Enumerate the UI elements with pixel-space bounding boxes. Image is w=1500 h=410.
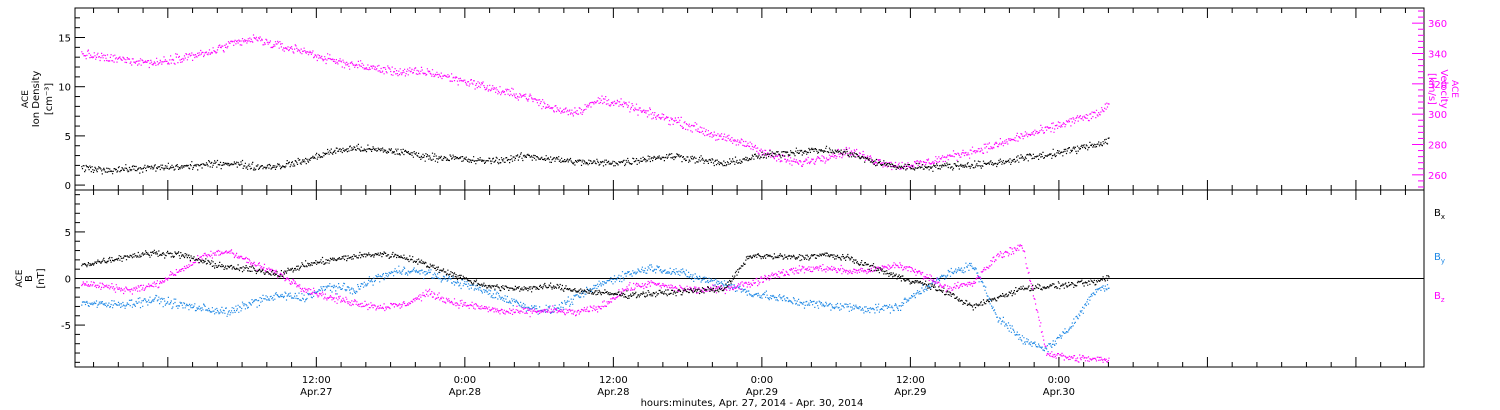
- density-series: [81, 137, 1110, 175]
- legend-bx: Bx: [1434, 208, 1445, 221]
- velocity-tick-label: 280: [1428, 141, 1447, 152]
- density-axis-title-line3: [cm⁻³]: [44, 83, 55, 115]
- velocity-tick-label: 340: [1428, 50, 1447, 61]
- velocity-axis-title-line1: ACE: [1449, 80, 1459, 98]
- x-tick-time-label: 0:00: [751, 375, 773, 386]
- time-axis: 12:00Apr.270:00Apr.2812:00Apr.280:00Apr.…: [93, 8, 1406, 398]
- bz-series: [81, 244, 1110, 363]
- x-tick-date-label: Apr.27: [300, 387, 332, 398]
- density-tick-label: 5: [65, 132, 71, 143]
- density-axis-title-line2: Ion Density: [31, 71, 42, 128]
- axis-labels: hours:minutes, Apr. 27, 2014 - Apr. 30, …: [641, 398, 864, 409]
- x-axis-label: hours:minutes, Apr. 27, 2014 - Apr. 30, …: [641, 398, 864, 409]
- legend-subscript: y: [1441, 257, 1445, 265]
- velocity-axis-title-line2: Velocity: [1438, 69, 1449, 108]
- b-tick-label: 0: [65, 275, 71, 286]
- x-tick-date-label: Apr.30: [1043, 387, 1075, 398]
- legend-bz: Bz: [1434, 291, 1445, 304]
- legend-subscript: x: [1441, 213, 1445, 221]
- velocity-axis-title-line3: [km/s]: [1426, 73, 1437, 105]
- velocity-tick-label: 300: [1428, 110, 1447, 121]
- top-panel-frame: [74, 7, 1425, 191]
- x-tick-time-label: 0:00: [454, 375, 476, 386]
- density-tick-label: 15: [58, 34, 71, 45]
- x-tick-time-label: 12:00: [302, 375, 331, 386]
- b-tick-label: 5: [65, 228, 71, 239]
- b-axis-title-line3: [nT]: [36, 268, 47, 288]
- density-axis-title: ACE Ion Density [cm⁻³]: [21, 71, 55, 128]
- x-tick-time-label: 12:00: [896, 375, 925, 386]
- b-axis-title-line1: ACE: [15, 269, 25, 287]
- velocity-tick-label: 320: [1428, 80, 1447, 91]
- legend-by: By: [1434, 252, 1445, 265]
- density-tick-label: 0: [65, 181, 71, 192]
- legend-label: B: [1434, 208, 1441, 219]
- legend-label: B: [1434, 291, 1441, 302]
- x-tick-date-label: Apr.29: [746, 387, 778, 398]
- velocity-series: [81, 34, 1110, 171]
- x-tick-date-label: Apr.28: [597, 387, 629, 398]
- by-series: [81, 262, 1110, 353]
- x-tick-time-label: 12:00: [599, 375, 628, 386]
- bx-series: [81, 249, 1110, 311]
- x-tick-time-label: 0:00: [1048, 375, 1070, 386]
- velocity-tick-label: 260: [1428, 171, 1447, 182]
- x-tick-date-label: Apr.28: [449, 387, 481, 398]
- velocity-tick-label: 360: [1428, 19, 1447, 30]
- b-axis-title-line2: B: [24, 275, 35, 282]
- x-tick-date-label: Apr.29: [894, 387, 926, 398]
- b-axis-title: ACE B [nT]: [15, 268, 47, 288]
- density-tick-label: 10: [58, 83, 71, 94]
- b-tick-label: -5: [61, 321, 71, 332]
- legend-subscript: z: [1441, 296, 1445, 304]
- density-axis-title-line1: ACE: [21, 90, 31, 108]
- legend-label: B: [1434, 252, 1441, 263]
